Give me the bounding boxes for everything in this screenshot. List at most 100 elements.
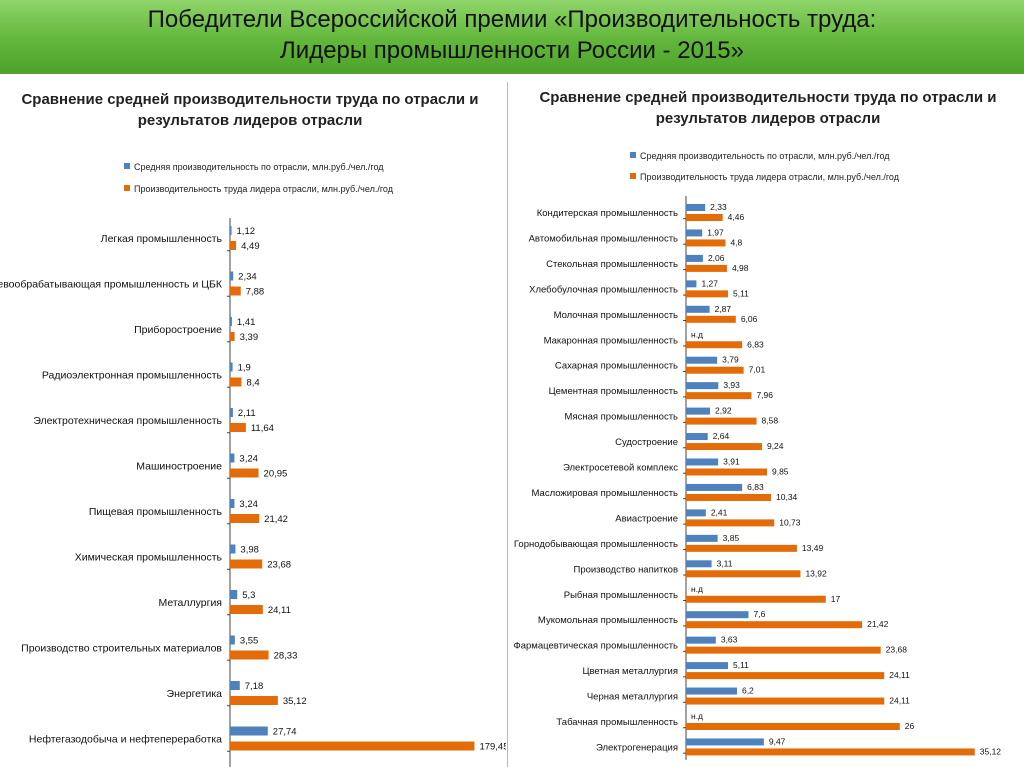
- data-label-average: 6,83: [747, 482, 764, 492]
- chart-title: Сравнение средней производительности тру…: [21, 91, 478, 129]
- bar-average: [686, 636, 716, 644]
- data-label-leader: 6,06: [741, 314, 758, 324]
- page-title: Победители Всероссийской премии «Произво…: [0, 4, 1024, 66]
- category-label: Кондитерская промышленность: [537, 208, 678, 219]
- bar-average: [230, 453, 235, 463]
- data-label-average: 6,2: [742, 686, 754, 696]
- legend-label-leader: Производительность труда лидера отрасли,…: [640, 172, 900, 182]
- data-label-average: 3,63: [721, 635, 738, 645]
- category-label: Пищевая промышленность: [89, 506, 223, 518]
- legend-label-average: Средняя производительность по отрасли, м…: [640, 151, 890, 161]
- category-label: Горнодобывающая промышленность: [514, 539, 678, 550]
- data-label-leader: 8,4: [246, 378, 259, 389]
- bar-leader: [230, 468, 259, 478]
- bar-average: [686, 458, 719, 466]
- data-label-average: 2,41: [711, 507, 728, 517]
- bar-average: [686, 382, 719, 390]
- bar-average: [230, 726, 268, 736]
- bar-leader: [686, 315, 736, 323]
- data-label-leader: 9,24: [767, 441, 784, 451]
- category-label: Химическая промышленность: [75, 552, 223, 564]
- chart-title-line-2: результатов лидеров отрасли: [138, 112, 363, 129]
- data-label-average: 3,24: [239, 454, 257, 465]
- legend-swatch-average: [124, 163, 130, 169]
- bar-leader: [230, 605, 263, 614]
- data-label-leader: 21,42: [867, 619, 889, 629]
- data-label-leader: 17: [831, 594, 841, 604]
- category-label: Масложировая промышленность: [532, 488, 679, 499]
- category-label: Мясная промышленность: [565, 412, 679, 423]
- data-label-average: 3,79: [722, 355, 739, 365]
- bar-leader: [230, 696, 278, 705]
- category-label: Хлебобулочная промышленность: [529, 284, 678, 295]
- data-label-average: 2,34: [238, 272, 256, 283]
- data-label-average: н.д: [691, 329, 703, 339]
- bar-average: [230, 544, 236, 554]
- chart-title-line-1: Сравнение средней производительности тру…: [21, 91, 478, 108]
- data-label-leader: 28,33: [274, 651, 298, 662]
- data-label-leader: 9,85: [772, 467, 789, 477]
- bar-average: [686, 483, 743, 491]
- category-label: Табачная промышленность: [556, 717, 678, 728]
- data-label-leader: 26: [905, 721, 915, 731]
- data-label-average: 3,91: [723, 457, 740, 467]
- bar-leader: [686, 264, 727, 272]
- category-label: Деревообрабатывающая промышленность и ЦБ…: [0, 279, 223, 291]
- category-label: Электротехническая промышленность: [33, 415, 222, 427]
- bar-leader: [230, 377, 242, 387]
- category-label: Металлургия: [159, 597, 223, 609]
- category-label: Стекольная промышленность: [546, 259, 678, 270]
- data-label-leader: 6,83: [747, 339, 764, 349]
- bar-average: [686, 687, 737, 695]
- data-label-leader: 24,11: [889, 670, 910, 680]
- data-label-average: 2,92: [715, 406, 732, 416]
- page-title-line-1: Победители Всероссийской премии «Произво…: [147, 6, 877, 33]
- legend-label-leader: Производительность труда лидера отрасли,…: [134, 184, 394, 194]
- data-label-leader: 10,34: [776, 492, 798, 502]
- bar-leader: [686, 290, 729, 298]
- bar-leader: [230, 650, 269, 660]
- bar-leader: [230, 332, 235, 341]
- chart-panel-left: Сравнение средней производительности тру…: [0, 80, 506, 767]
- data-label-leader: 23,68: [267, 560, 291, 571]
- bar-average: [686, 356, 718, 364]
- category-label: Мукомольная промышленность: [538, 615, 678, 626]
- bar-leader: [686, 443, 762, 451]
- chart-2: Сравнение средней производительности тру…: [514, 89, 1001, 760]
- category-label: Приборостроение: [134, 324, 222, 336]
- category-label: Молочная промышленность: [554, 310, 678, 321]
- chart-panel-right: Сравнение средней производительности тру…: [510, 80, 1024, 767]
- category-label: Судостроение: [615, 437, 678, 448]
- bar-leader: [686, 723, 900, 730]
- data-label-average: 1,27: [701, 278, 718, 288]
- bar-leader: [230, 559, 263, 569]
- bar-average: [686, 280, 697, 288]
- bar-leader: [686, 341, 743, 349]
- bar-leader: [686, 570, 801, 578]
- data-label-leader: 13,92: [805, 568, 827, 578]
- category-label: Электросетевой комплекс: [563, 463, 678, 474]
- bar-average: [230, 226, 232, 235]
- data-label-average: 2,87: [715, 304, 732, 314]
- category-label: Радиоэлектронная промышленность: [42, 370, 223, 382]
- data-label-leader: 4,98: [732, 263, 749, 273]
- category-label: Авиастроение: [615, 513, 678, 524]
- data-label-leader: 35,12: [283, 696, 307, 707]
- bar-leader: [686, 621, 863, 629]
- data-label-leader: 20,95: [264, 469, 288, 480]
- bar-average: [686, 407, 711, 415]
- bar-average: [230, 362, 233, 372]
- data-label-leader: 10,73: [779, 517, 801, 527]
- bar-average: [230, 499, 235, 508]
- data-label-leader: 13,49: [802, 543, 824, 553]
- data-label-average: 1,97: [707, 227, 724, 237]
- bar-average: [686, 534, 718, 542]
- bar-average: [686, 254, 703, 262]
- chart-1: Сравнение средней производительности тру…: [0, 91, 506, 767]
- bar-leader: [686, 748, 975, 756]
- bar-average: [686, 433, 708, 441]
- category-label: Черная металлургия: [587, 692, 678, 703]
- data-label-leader: 5,11: [733, 288, 749, 298]
- data-label-average: 3,11: [717, 558, 733, 568]
- bar-leader: [686, 239, 726, 247]
